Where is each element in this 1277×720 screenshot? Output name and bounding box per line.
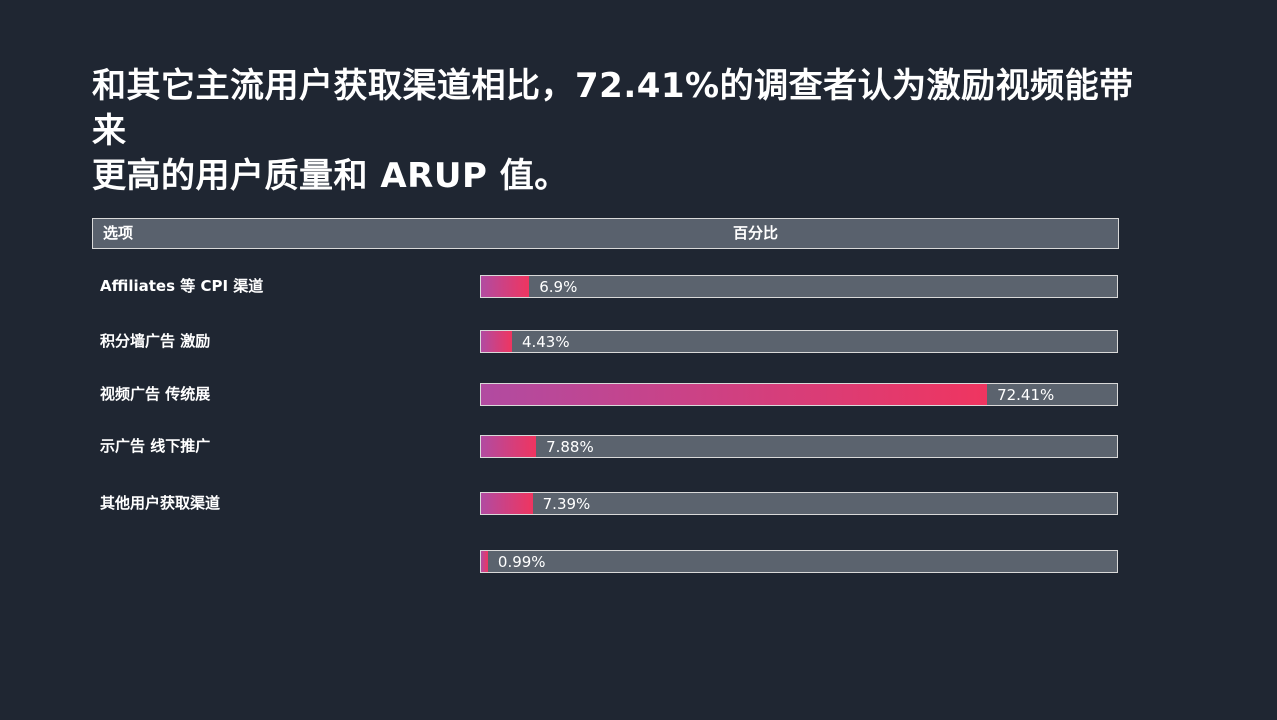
bar-track: 7.39% — [480, 492, 1118, 515]
bar-value: 7.88% — [546, 437, 594, 456]
bar-fill — [481, 331, 512, 352]
bar-track: 4.43% — [480, 330, 1118, 353]
chart-row: Affiliates 等 CPI 渠道 6.9% — [92, 275, 1119, 298]
bar-fill — [481, 436, 537, 457]
row-label: 积分墙广告 激励 — [100, 332, 211, 350]
page-title-line-1: 和其它主流用户获取渠道相比，72.41%的调查者认为激励视频能带来 — [92, 66, 1134, 151]
row-label: 其他用户获取渠道 — [100, 494, 221, 512]
bar-track: 7.88% — [480, 435, 1118, 458]
bar-value: 6.9% — [539, 277, 578, 296]
chart-row: 视频广告 传统展 72.41% — [92, 383, 1119, 406]
bar-fill — [481, 551, 488, 572]
header-percent-label: 百分比 — [732, 224, 778, 242]
table-header: 选项 百分比 — [92, 218, 1119, 249]
chart-row: 示广告 线下推广 7.88% — [92, 435, 1119, 458]
header-option-label: 选项 — [103, 224, 134, 242]
row-label: 示广告 线下推广 — [100, 437, 211, 455]
chart-row: 0.99% — [92, 550, 1119, 573]
bar-track: 6.9% — [480, 275, 1118, 298]
bar-track: 72.41% — [480, 383, 1118, 406]
chart-row: 积分墙广告 激励 4.43% — [92, 330, 1119, 353]
row-label: Affiliates 等 CPI 渠道 — [100, 277, 264, 295]
bar-fill — [481, 384, 988, 405]
bar-value: 7.39% — [542, 494, 591, 513]
bar-fill — [481, 276, 530, 297]
bar-fill — [481, 493, 533, 514]
bar-value: 72.41% — [997, 385, 1055, 404]
page-title: 和其它主流用户获取渠道相比，72.41%的调查者认为激励视频能带来 更高的用户质… — [92, 64, 1152, 199]
row-label: 视频广告 传统展 — [100, 385, 211, 403]
bar-value: 0.99% — [497, 552, 546, 571]
chart-row: 其他用户获取渠道 7.39% — [92, 492, 1119, 515]
page-title-line-2: 更高的用户质量和 ARUP 值。 — [92, 156, 569, 196]
bar-value: 4.43% — [521, 332, 570, 351]
bar-track: 0.99% — [480, 550, 1118, 573]
